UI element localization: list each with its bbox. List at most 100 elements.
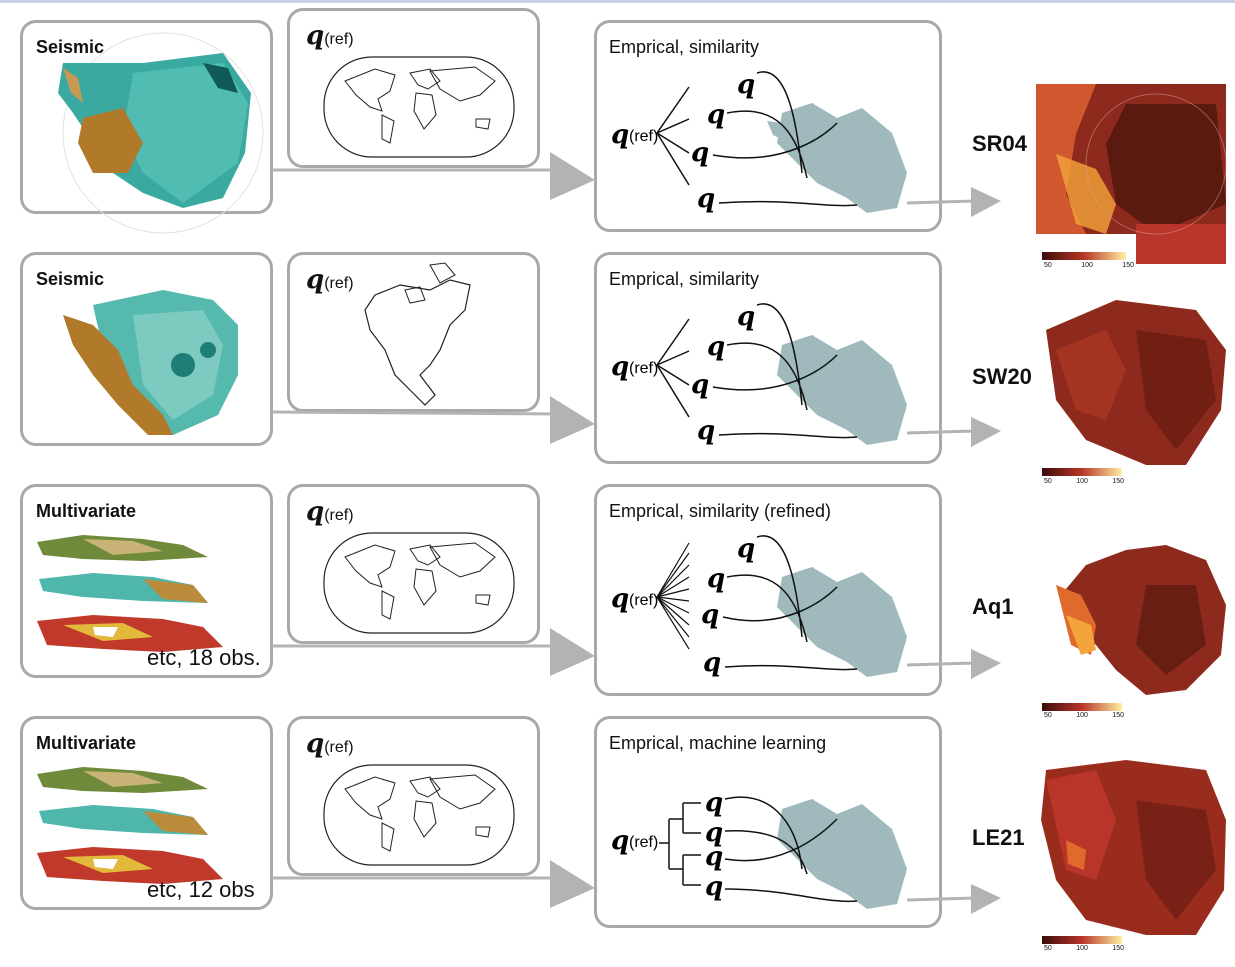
reference-box: q(ref) xyxy=(287,252,540,412)
ref-suffix: (ref) xyxy=(324,739,354,756)
output-arrow xyxy=(906,649,1001,679)
method-box: Emprical, similarity q (ref) q q q q xyxy=(594,20,942,232)
method-diagram: q (ref) q q q q xyxy=(611,70,907,214)
reference-box: q(ref) xyxy=(287,484,540,644)
q-ref-symbol: q xyxy=(611,352,629,382)
flow-arrow xyxy=(271,396,595,444)
q-sample-4: q xyxy=(697,184,715,214)
observations-note: etc, 18 obs. xyxy=(147,645,261,670)
output-label: Aq1 xyxy=(972,594,1014,619)
q-sample-3: q xyxy=(701,600,719,630)
method-title: Emprical, machine learning xyxy=(609,733,827,753)
tick-label: 50 xyxy=(1044,945,1052,952)
ref-suffix-text: (ref) xyxy=(629,360,658,377)
seismic-antarctica-map xyxy=(58,32,264,234)
tick-label: 100 xyxy=(1076,945,1088,952)
output-arrow xyxy=(906,187,1001,217)
q-symbol: q xyxy=(306,265,325,295)
reference-box: q(ref) xyxy=(287,8,540,168)
tick-label: 100 xyxy=(1076,712,1088,719)
input-box: Seismic xyxy=(20,252,273,446)
method-title: Emprical, similarity (refined) xyxy=(609,501,832,521)
q-symbol: q xyxy=(306,21,325,51)
reference-label: q(ref) xyxy=(306,21,354,51)
q-sample-2: q xyxy=(705,818,723,848)
q-symbol: q xyxy=(306,729,325,759)
heatflow-map xyxy=(1041,760,1226,944)
q-sample-3: q xyxy=(705,842,723,872)
top-border-line xyxy=(0,0,1235,3)
ref-suffix: (ref) xyxy=(324,31,354,48)
q-sample-3: q xyxy=(691,370,709,400)
flow-arrow xyxy=(272,628,595,676)
colorbar-ticks: 50 100 150 xyxy=(1044,262,1134,269)
input-label: Multivariate xyxy=(36,501,137,521)
reference-label: q(ref) xyxy=(306,729,354,759)
q-sample-1: q xyxy=(705,788,723,818)
reference-label: q(ref) xyxy=(306,265,354,295)
tick-label: 50 xyxy=(1044,262,1052,269)
ref-suffix: (ref) xyxy=(324,275,354,292)
tick-label: 150 xyxy=(1112,712,1124,719)
world-map xyxy=(323,532,515,634)
tick-label: 150 xyxy=(1112,945,1124,952)
method-title: Emprical, similarity xyxy=(609,37,760,57)
output-arrow xyxy=(906,417,1001,447)
flow-arrow xyxy=(272,152,595,200)
q-sample-1: q xyxy=(737,534,755,564)
q-ref-symbol: q xyxy=(611,826,629,856)
input-label: Seismic xyxy=(36,269,105,289)
q-sample-4: q xyxy=(697,416,715,446)
output-label: SR04 xyxy=(972,131,1028,156)
input-label: Seismic xyxy=(36,37,105,57)
q-sample-4: q xyxy=(703,648,721,678)
colorbar-ticks: 50 100 150 xyxy=(1044,945,1124,952)
tick-label: 50 xyxy=(1044,712,1052,719)
colorbar-ticks: 50 100 150 xyxy=(1044,712,1124,719)
input-box: Seismic xyxy=(20,20,273,234)
ref-suffix-text: (ref) xyxy=(629,592,658,609)
north-america-map xyxy=(364,262,471,406)
multivariate-maps xyxy=(37,535,223,652)
input-box: Multivariate etc, 12 obs xyxy=(20,716,273,910)
ref-suffix-text: (ref) xyxy=(629,834,658,851)
world-map xyxy=(323,56,515,158)
ref-suffix: (ref) xyxy=(324,507,354,524)
tick-label: 150 xyxy=(1112,478,1124,485)
method-title: Emprical, similarity xyxy=(609,269,760,289)
q-sample-4: q xyxy=(705,872,723,902)
tick-label: 100 xyxy=(1076,478,1088,485)
flow-arrow xyxy=(272,860,595,908)
q-sample-1: q xyxy=(737,70,755,100)
reference-label: q(ref) xyxy=(306,497,354,527)
q-sample-2: q xyxy=(707,332,725,362)
method-box: Emprical, similarity q (ref) q q q q xyxy=(594,252,942,464)
ref-suffix-text: (ref) xyxy=(629,128,658,145)
input-label: Multivariate xyxy=(36,733,137,753)
seismic-antarctica-map xyxy=(63,290,238,435)
tick-label: 50 xyxy=(1044,478,1052,485)
heatflow-map xyxy=(1042,545,1226,711)
output-label: LE21 xyxy=(972,825,1025,850)
method-box: Emprical, machine learning q (ref) q q q… xyxy=(594,716,942,928)
q-sample-2: q xyxy=(707,564,725,594)
method-diagram: q (ref) q q q q xyxy=(611,302,907,446)
method-box: Emprical, similarity (refined) q (ref) q… xyxy=(594,484,942,696)
q-sample-2: q xyxy=(707,100,725,130)
q-ref-symbol: q xyxy=(611,120,629,150)
method-diagram: q (ref) q q q q xyxy=(611,788,907,909)
q-sample-3: q xyxy=(691,138,709,168)
tick-label: 150 xyxy=(1122,262,1134,269)
heatflow-map xyxy=(1036,84,1227,274)
q-ref-symbol: q xyxy=(611,584,629,614)
colorbar-ticks: 50 100 150 xyxy=(1044,478,1124,485)
method-diagram: q (ref) q q q q xyxy=(611,534,907,678)
q-sample-1: q xyxy=(737,302,755,332)
reference-box: q(ref) xyxy=(287,716,540,876)
q-symbol: q xyxy=(306,497,325,527)
observations-note: etc, 12 obs xyxy=(147,877,255,902)
world-map xyxy=(323,764,515,866)
input-box: Multivariate etc, 18 obs. xyxy=(20,484,273,678)
tick-label: 100 xyxy=(1081,262,1093,269)
output-arrow xyxy=(906,884,1001,914)
